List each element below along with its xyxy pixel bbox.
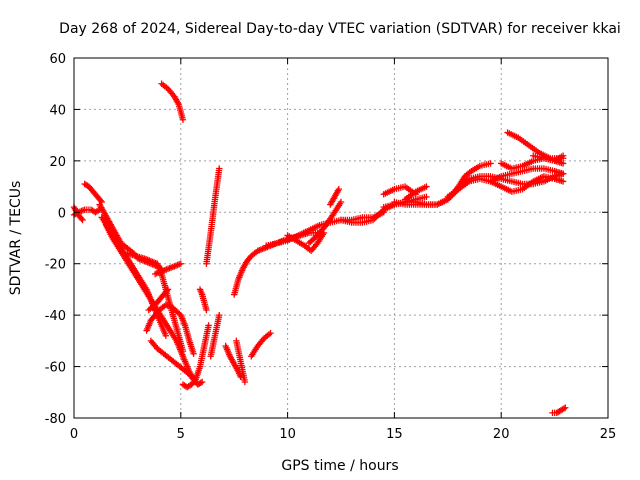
y-tick-label: 20: [49, 155, 66, 170]
plot-frame: [73, 57, 609, 419]
series-arc-13: [158, 80, 187, 123]
grid-layer: [74, 58, 608, 418]
data-point: [559, 170, 567, 177]
series-arc-29: [380, 183, 419, 198]
data-point: [337, 198, 345, 206]
marks-layer: [70, 80, 569, 417]
series-arc-23: [284, 229, 328, 255]
data-point: [335, 185, 343, 193]
data-point: [560, 405, 568, 412]
data-point: [203, 306, 210, 314]
series-arc-30: [401, 183, 430, 203]
data-point: [562, 404, 569, 411]
series-arc-36: [549, 404, 569, 417]
data-point: [198, 378, 206, 386]
series-arc-15: [196, 286, 210, 314]
y-tick-label: -40: [45, 309, 66, 324]
series-arc-32: [487, 165, 567, 185]
data-point: [423, 193, 430, 201]
series-arc-10: [143, 301, 197, 357]
data-point: [97, 197, 104, 204]
x-tick-label: 0: [70, 427, 78, 442]
data-point: [216, 165, 223, 172]
series-arc-24: [305, 198, 345, 247]
x-tick-label: 5: [177, 427, 185, 442]
series-arc-09: [145, 286, 172, 314]
ticks-layer: 0 5 10 15 20 25 -80 -60 -40 -20 0 20 40 60: [45, 52, 617, 442]
x-tick-label: 25: [600, 427, 617, 442]
y-tick-label: -80: [45, 412, 66, 427]
data-point: [423, 183, 430, 190]
series-arc-03: [81, 180, 105, 206]
series-arc-35: [530, 152, 567, 165]
data-point: [559, 152, 567, 159]
chart-title: Day 268 of 2024, Sidereal Day-to-day VTE…: [59, 21, 621, 37]
series-arc-18: [222, 342, 244, 381]
y-axis-label: SDTVAR / TECUs: [8, 181, 24, 296]
series-arc-25: [327, 185, 343, 208]
data-point: [164, 286, 172, 293]
series-arc-19: [233, 337, 249, 386]
data-point: [241, 378, 249, 386]
series-arc-17: [207, 311, 223, 360]
series-arc-02: [70, 203, 86, 224]
data-point: [179, 347, 187, 355]
data-point: [190, 350, 197, 357]
x-tick-label: 10: [279, 427, 296, 442]
data-point: [179, 116, 187, 123]
x-axis-label: GPS time / hours: [281, 458, 398, 474]
y-tick-label: 0: [58, 206, 66, 221]
data-point: [267, 329, 274, 337]
y-tick-label: 40: [49, 103, 66, 118]
data-point: [163, 287, 171, 294]
data-point: [162, 332, 170, 339]
data-point: [487, 160, 494, 167]
x-tick-label: 15: [386, 427, 403, 442]
data-point: [79, 216, 86, 224]
series-arc-21: [248, 329, 274, 360]
x-tick-label: 20: [493, 427, 510, 442]
series-arc-16: [203, 165, 223, 267]
data-point: [205, 322, 212, 329]
series-arc-12: [151, 260, 184, 278]
data-point: [197, 379, 204, 387]
data-point: [78, 215, 85, 222]
y-tick-label: -20: [45, 258, 66, 273]
series-arc-14: [179, 322, 212, 391]
y-tick-label: -60: [45, 361, 66, 376]
y-tick-label: 60: [49, 52, 66, 67]
data-point: [559, 178, 567, 185]
data-point: [216, 311, 223, 319]
data-point: [177, 260, 184, 267]
